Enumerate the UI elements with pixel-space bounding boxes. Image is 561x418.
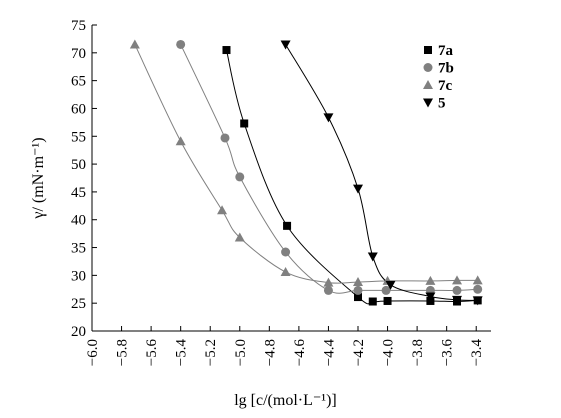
x-tick-label: −3.6 [440,339,456,367]
point-7b [323,285,333,295]
y-tick-label: 65 [71,74,86,90]
point-7c [472,275,483,285]
x-tick-label: −4.6 [292,339,308,367]
point-7c [217,205,228,215]
point-7a [222,46,231,55]
y-axis-title: γ/ (mN·m⁻¹) [30,137,47,219]
y-tick-label: 30 [71,268,86,284]
point-7b [235,172,245,182]
y-tick-label: 25 [71,296,86,312]
curve-7c [134,44,478,284]
point-5 [425,292,436,302]
point-7b [353,285,363,295]
legend-label-5: 5 [438,96,446,112]
point-7c [353,277,363,287]
point-7c [452,275,463,285]
point-7c [323,277,334,287]
y-tick-label: 75 [71,18,86,34]
point-7c [175,136,186,146]
point-7b [281,247,291,257]
point-5 [280,40,291,50]
y-tick-label: 55 [71,129,86,145]
y-tick-label: 40 [71,213,86,229]
legend-label-7b: 7b [438,61,454,77]
point-7c [280,267,291,277]
point-5 [472,296,483,306]
x-tick-label: −5.6 [144,339,160,367]
legend-label-7c: 7c [438,78,453,94]
y-tick-label: 70 [71,46,86,62]
x-tick-label: −5.8 [115,339,131,366]
point-7c [425,275,436,285]
point-7c [129,39,140,49]
point-7a [283,221,292,230]
point-5 [367,252,378,262]
point-7a [368,297,377,306]
x-tick-label: −4.8 [262,339,278,366]
point-5 [353,184,363,194]
x-tick-label: −4.2 [351,339,367,366]
x-tick-label: −4.4 [321,339,337,367]
y-tick-label: 60 [71,101,86,117]
point-7b [452,285,462,295]
y-tick-label: 45 [71,185,86,201]
point-7a [383,296,392,305]
y-tick-label: 50 [71,157,86,173]
point-7c [234,232,245,242]
x-tick-label: −6.0 [85,339,101,366]
point-5 [323,113,334,123]
point-7a [354,293,362,302]
legend-marker-7a [424,46,432,54]
legend-label-7a: 7a [438,43,454,59]
legend-marker-7b [423,63,433,72]
legend-marker-5 [423,98,433,108]
x-tick-label: −5.4 [174,339,190,367]
y-tick-label: 20 [71,324,86,340]
curve-7b [180,44,478,294]
point-5 [385,280,396,290]
point-7b [220,133,230,143]
x-tick-label: −3.4 [469,339,485,367]
axes: 20 25 30 35 40 45 50 55 60 65 70 75 −6.0 −5.8 −5.6 −5.4… [71,18,491,366]
data-markers [129,39,483,306]
x-tick-label: −5.0 [233,339,249,366]
y-tick-label: 35 [71,241,86,257]
point-7b [381,285,391,295]
point-5 [452,295,463,305]
x-tick-label: −4.0 [381,339,397,366]
x-tick-label: −5.2 [203,339,219,366]
x-tick-label: −3.8 [410,339,426,366]
point-7a [240,119,249,128]
axis-titles: γ/ (mN·m⁻¹) lg [c/(mol·L⁻¹)] [30,137,337,409]
legend-marker-7c [423,80,433,89]
point-7b [473,284,483,294]
x-axis-title: lg [c/(mol·L⁻¹)] [234,392,337,409]
point-7b [176,39,186,49]
